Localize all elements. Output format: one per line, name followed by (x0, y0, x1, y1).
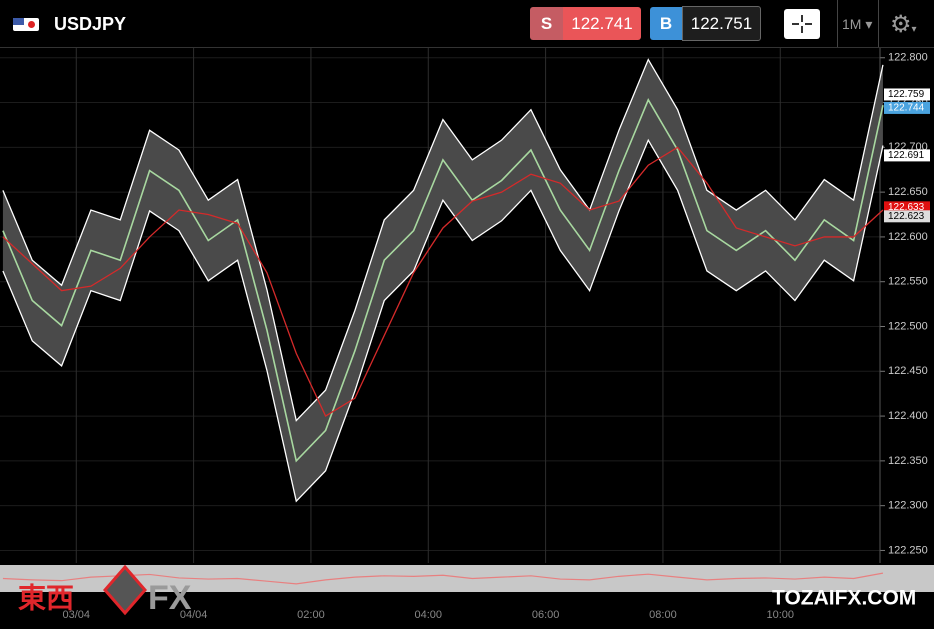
watermark-left: 東西 (18, 582, 74, 613)
flag-icon (13, 18, 39, 31)
price-label: 122.623 (888, 211, 925, 222)
series-line (2, 98, 884, 463)
watermark-right: FX (148, 579, 192, 617)
header: USDJPY S 122.741 B 122.751 1M ▾ ⚙▾ (0, 0, 934, 48)
y-tick-label: 122.450 (888, 365, 928, 377)
band-fill (2, 59, 883, 502)
y-tick-label: 122.300 (888, 500, 928, 512)
x-tick-label: 08:00 (649, 609, 677, 621)
crosshair-button[interactable] (784, 9, 820, 39)
x-axis-bar (0, 592, 934, 629)
y-tick-label: 122.500 (888, 320, 928, 332)
plot-background (0, 47, 934, 563)
x-tick-label: 06:00 (532, 609, 560, 621)
price-label-box (884, 88, 930, 101)
timeframe[interactable]: 1M ▾ (842, 16, 873, 32)
price-label: 122.633 (888, 202, 925, 213)
price-label: 122.744 (888, 103, 925, 114)
symbol[interactable]: USDJPY (54, 14, 127, 34)
x-tick-label: 04:00 (415, 609, 443, 621)
price-label: 122.759 (888, 89, 925, 100)
price-label-box (884, 210, 930, 223)
y-tick-label: 122.600 (888, 231, 928, 243)
series-line (2, 58, 884, 422)
x-tick-label: 04/04 (180, 609, 208, 621)
price-label-box (884, 149, 930, 162)
x-tick-label: 02:00 (297, 609, 325, 621)
indicator-line (2, 572, 884, 585)
price-label-box (884, 101, 930, 114)
y-tick-label: 122.250 (888, 544, 928, 556)
series-line (2, 138, 884, 503)
sell-label[interactable]: S (530, 7, 563, 40)
buy-price[interactable]: 122.751 (682, 6, 761, 41)
y-tick-label: 122.800 (888, 52, 928, 64)
x-tick-label: 03/04 (63, 609, 91, 621)
y-tick-label: 122.350 (888, 455, 928, 467)
y-tick-label: 122.650 (888, 186, 928, 198)
series-line (2, 146, 884, 418)
sell-price[interactable]: 122.741 (563, 7, 641, 40)
y-tick-label: 122.400 (888, 410, 928, 422)
buy-label[interactable]: B (650, 7, 682, 40)
watermark-site: TOZAIFX.COM (772, 587, 916, 610)
settings-button[interactable]: ⚙▾ (890, 11, 917, 38)
watermark-logo (103, 564, 147, 616)
x-tick-label: 10:00 (767, 609, 795, 621)
timeframe-label: 1M (842, 16, 862, 32)
price-label: 122.691 (888, 150, 925, 161)
y-tick-label: 122.550 (888, 276, 928, 288)
